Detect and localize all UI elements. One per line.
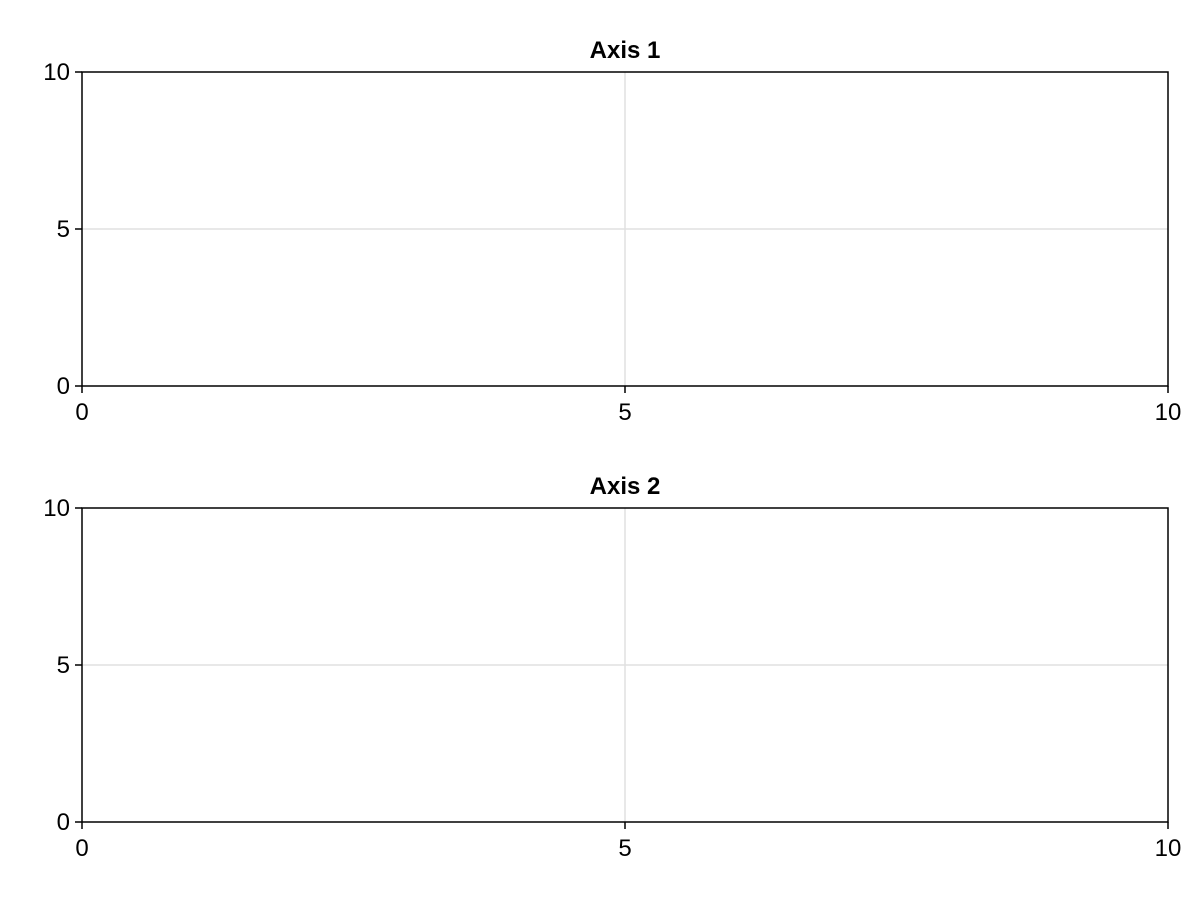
x-tick-label: 10	[1155, 835, 1182, 862]
axis-title: Axis 2	[590, 473, 661, 500]
axis-panel-2: 0 5 10 0 5 10 Axis 2	[43, 473, 1181, 862]
y-tick-label: 5	[57, 216, 70, 243]
y-tick-label: 0	[57, 373, 70, 400]
axis-title: Axis 1	[590, 37, 661, 64]
x-tick-label: 5	[618, 399, 631, 426]
y-tick-label: 10	[43, 495, 70, 522]
y-tick-label: 10	[43, 59, 70, 86]
axis-panel-1: 0 5 10 0 5 10 Axis 1	[43, 37, 1181, 426]
x-tick-label: 0	[75, 835, 88, 862]
x-tick-label: 10	[1155, 399, 1182, 426]
y-tick-label: 5	[57, 652, 70, 679]
y-tick-label: 0	[57, 809, 70, 836]
x-tick-label: 5	[618, 835, 631, 862]
x-tick-label: 0	[75, 399, 88, 426]
